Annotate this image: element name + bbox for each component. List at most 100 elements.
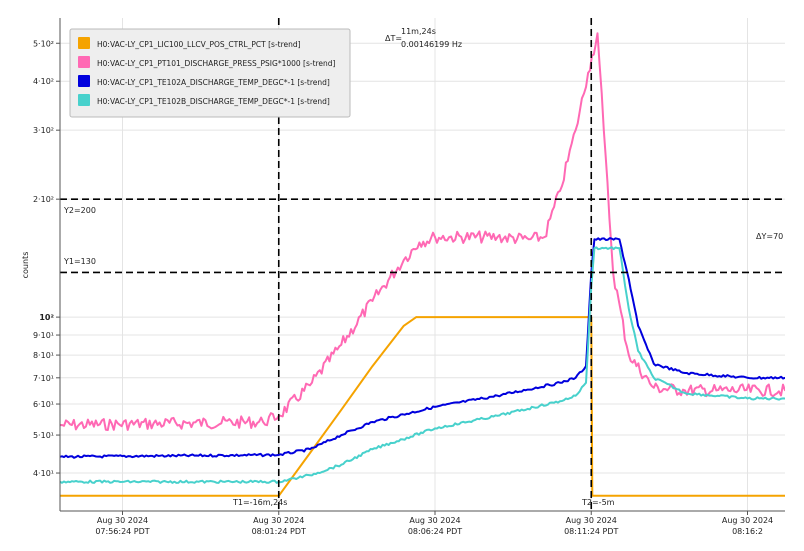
series-point-1 [309, 384, 311, 387]
series-point-3 [637, 350, 639, 352]
legend-swatch-3 [78, 94, 90, 106]
y-tick-label: 7·10¹ [33, 374, 54, 383]
legend-label-1: H0:VAC-LY_CP1_PT101_DISCHARGE_PRESS_PSIG… [97, 59, 336, 68]
delta-y-label: ΔY=70 [756, 232, 783, 241]
x-tick-label: Aug 30 2024 [409, 516, 460, 525]
y-tick-label: 6·10¹ [33, 400, 54, 409]
y-ticks: 4·10¹ 5·10¹ 6·10¹ 7·10¹ 8·10¹ 9·10¹ 10² 2·10² 3·… [33, 39, 60, 478]
y-tick-label: 5·10² [33, 39, 54, 48]
series-point-2 [593, 238, 596, 241]
legend-swatch-2 [78, 75, 90, 87]
series-point-3 [371, 448, 374, 451]
series-point-2 [653, 363, 655, 365]
y1-cursor-label: Y1=130 [63, 257, 96, 266]
x-tick-label: 07:56:24 PDT [95, 527, 149, 536]
legend-label-0: H0:VAC-LY_CP1_LIC100_LLCV_POS_CTRL_PCT [… [97, 40, 301, 49]
y-tick-label: 8·10¹ [33, 351, 54, 360]
y-axis-label: counts [21, 252, 30, 279]
series-point-1 [262, 421, 264, 423]
legend-swatch-0 [78, 37, 90, 49]
series-point-3 [746, 397, 749, 400]
series-point-1 [574, 129, 577, 131]
legend[interactable]: H0:VAC-LY_CP1_LIC100_LLCV_POS_CTRL_PCT [… [69, 28, 351, 118]
series-line-1 [60, 32, 785, 431]
series-point-0 [340, 409, 343, 411]
series-point-2 [784, 377, 785, 379]
series-point-0 [784, 495, 785, 497]
series-point-2 [496, 394, 499, 397]
series-point-1 [559, 190, 561, 192]
series-point-3 [618, 247, 621, 249]
series-point-1 [684, 389, 686, 392]
series-point-3 [309, 474, 311, 477]
x-tick-label: Aug 30 2024 [722, 516, 773, 525]
legend-label-3: H0:VAC-LY_CP1_TE102B_DISCHARGE_TEMP_DEGC… [97, 97, 330, 106]
series-point-1 [587, 72, 589, 74]
delta-t-frequency: 0.00146199 Hz [401, 40, 462, 49]
series-point-1 [403, 259, 405, 261]
legend-label-2: H0:VAC-LY_CP1_TE102A_DISCHARGE_TEMP_DEGC… [97, 78, 330, 87]
series-point-2 [371, 421, 374, 423]
series-point-1 [784, 389, 785, 392]
series-point-2 [309, 448, 311, 451]
series-point-0 [371, 365, 374, 367]
series-point-3 [628, 308, 630, 310]
series-point-1 [596, 32, 599, 35]
legend-box [69, 28, 351, 118]
x-tick-label: Aug 30 2024 [253, 516, 304, 525]
series-point-1 [715, 389, 718, 392]
x-ticks: Aug 30 2024 07:56:24 PDT Aug 30 2024 08:01:… [95, 511, 773, 536]
series-point-3 [434, 427, 436, 430]
series-layer [60, 32, 785, 497]
series-point-2 [746, 377, 749, 379]
series-point-0 [528, 316, 530, 318]
series-point-3 [593, 247, 596, 249]
series-point-3 [574, 394, 577, 397]
series-point-1 [528, 238, 530, 241]
series-point-0 [403, 325, 405, 327]
y-tick-label: 2·10² [33, 195, 54, 204]
series-point-0 [309, 452, 311, 454]
series-point-2 [684, 372, 686, 374]
series-point-3 [684, 392, 686, 394]
delta-t-prefix: ΔT= [385, 34, 402, 43]
series-point-3 [340, 463, 343, 466]
series-point-2 [628, 278, 630, 280]
series-point-1 [543, 236, 546, 238]
series-point-1 [418, 241, 421, 244]
series-point-2 [278, 454, 280, 456]
delta-t-value: 11m,24s [401, 27, 436, 36]
series-line-2 [60, 237, 785, 459]
series-point-1 [653, 387, 655, 389]
series-point-2 [434, 406, 436, 408]
x-tick-label: 08:16:2 [732, 527, 763, 536]
series-point-3 [585, 381, 587, 384]
series-point-1 [340, 344, 343, 346]
y-tick-label: 5·10¹ [33, 431, 54, 440]
series-point-1 [603, 129, 605, 131]
series-point-1 [628, 354, 630, 356]
y-tick-label: 4·10¹ [33, 469, 54, 478]
x-tick-label: 08:01:24 PDT [252, 527, 306, 536]
series-point-2 [637, 325, 639, 327]
series-point-1 [496, 236, 499, 238]
t2-cursor-label: T2=-5m [581, 498, 615, 507]
y-tick-label: 10² [39, 313, 54, 322]
t1-cursor-label: T1=-16m,24s [232, 498, 287, 507]
series-point-2 [618, 238, 621, 241]
series-point-3 [496, 415, 499, 417]
series-point-2 [574, 377, 577, 379]
y2-cursor-label: Y2=200 [63, 206, 96, 215]
series-point-2 [340, 434, 343, 436]
series-point-1 [434, 236, 436, 238]
series-line-3 [60, 246, 785, 484]
series-point-3 [784, 397, 785, 400]
y-tick-label: 9·10¹ [33, 331, 54, 340]
y-tick-label: 4·10² [33, 77, 54, 86]
series-point-2 [559, 381, 561, 384]
x-tick-label: 08:06:24 PDT [408, 527, 462, 536]
series-point-3 [653, 377, 655, 379]
series-point-1 [371, 300, 374, 302]
x-tick-label: Aug 30 2024 [566, 516, 617, 525]
